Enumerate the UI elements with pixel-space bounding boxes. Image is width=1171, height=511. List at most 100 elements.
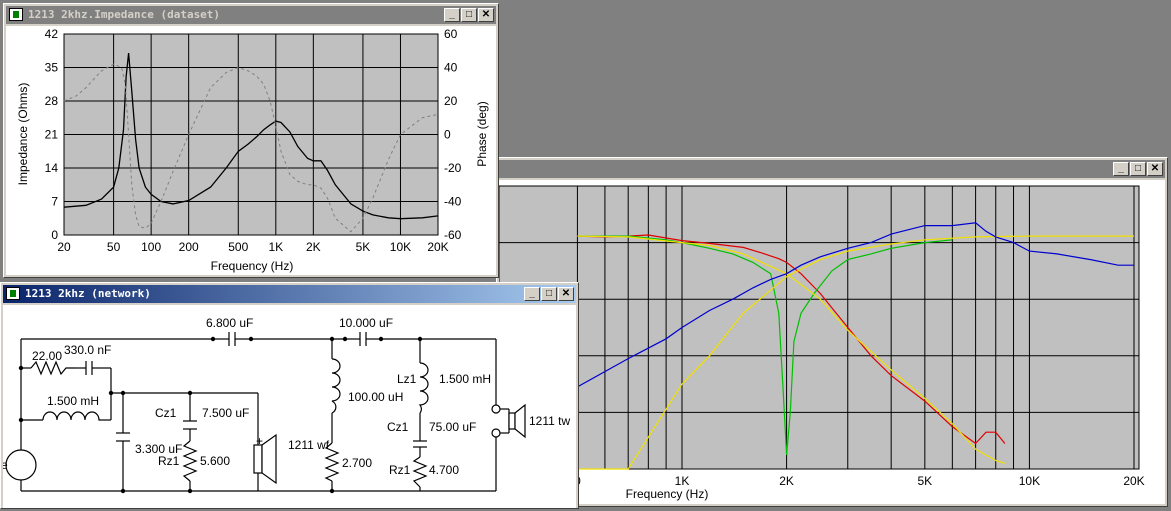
tick-labels: 20 50 100 200 500 1K 2K 5K 10K 20K071421283542-60…	[45, 27, 462, 254]
x-tick-label: 2K	[779, 474, 794, 488]
x-tick-label: 100	[141, 240, 161, 254]
y-tick-label: 0	[51, 228, 58, 242]
x-tick-label: 50	[107, 240, 121, 254]
network-titlebar[interactable]: 1213 2khz (network) _ □ ✕	[3, 285, 576, 303]
c1-value-label: 6.800 uF	[206, 316, 253, 330]
inductor-tweeter-icon[interactable]	[331, 358, 341, 414]
rz1-woofer-value-label: 5.600	[200, 454, 230, 468]
r22-value-label: 22.00	[32, 349, 62, 363]
window-app-icon	[6, 287, 20, 300]
capacitor-shunt-icon[interactable]	[116, 432, 130, 442]
series-group	[63, 53, 439, 233]
y2-tick-label: -20	[444, 161, 462, 175]
r-tweeter-value-label: 2.700	[342, 456, 372, 470]
rz1-tweeter-value-label: 4.700	[429, 463, 459, 477]
y2-tick-label: 60	[444, 27, 458, 41]
resistor-tweeter-icon[interactable]	[324, 442, 340, 482]
target-curve	[577, 235, 1006, 464]
phase-curve	[63, 63, 439, 233]
x-tick-label: 200	[179, 240, 199, 254]
cz1-tweeter-name-label: Cz1	[387, 420, 409, 434]
woofer-name-label: 1211 wf	[288, 438, 330, 452]
close-button[interactable]: ✕	[1147, 162, 1163, 176]
resistor-rz1-woofer-icon[interactable]	[182, 440, 198, 482]
x-axis-label: Frequency (Hz)	[626, 487, 709, 501]
component-labels: 6.800 uF 10.000 uF 22.00 330.0 nF 1.500 …	[1, 316, 570, 477]
y-tick-label: 14	[45, 161, 59, 175]
cz1-woofer-value-label: 7.500 uF	[202, 406, 249, 420]
grid	[499, 186, 1139, 469]
plot-area	[498, 185, 1140, 470]
c-shunt-value-label: 3.300 uF	[135, 442, 182, 456]
x-tick-label: 5K	[917, 474, 932, 488]
inductor-woofer-icon[interactable]	[42, 411, 101, 421]
response-titlebar[interactable]: _ □ ✕	[499, 160, 1165, 178]
c330-value-label: 330.0 nF	[64, 343, 111, 357]
impedance-titlebar[interactable]: 1213 2khz.Impedance (dataset) _ □ ✕	[6, 6, 496, 24]
source-name-label: e	[3, 458, 8, 472]
y2-tick-label: 40	[444, 61, 458, 75]
x-tick-label: 1K	[675, 474, 690, 488]
measured-tweeter-curve	[577, 222, 1134, 388]
l-tweeter-value-label: 100.00 uH	[348, 390, 403, 404]
y2-tick-label: 20	[444, 94, 458, 108]
grid	[63, 33, 439, 236]
resistor-rz1-tweeter-icon[interactable]	[412, 456, 428, 488]
maximize-button[interactable]: □	[541, 287, 557, 301]
minimize-button[interactable]: _	[444, 8, 460, 22]
y2-axis-label: Phase (deg)	[475, 101, 489, 166]
series-group	[577, 222, 1134, 470]
y2-tick-label: -40	[444, 195, 462, 209]
capacitor-cz1-tweeter-icon[interactable]	[413, 440, 427, 448]
x-tick-label: 20K	[427, 240, 448, 254]
measured-woofer-curve	[577, 234, 1006, 445]
y-tick-label: 21	[45, 128, 59, 142]
x-tick-label: 1K	[268, 240, 283, 254]
wires	[20, 338, 497, 492]
capacitor-c2-icon[interactable]	[345, 332, 381, 346]
l-woofer-value-label: 1.500 mH	[47, 394, 99, 408]
x-tick-label: 10K	[390, 240, 411, 254]
impedance-chart: 20 50 100 200 500 1K 2K 5K 10K 20K071421283542-60…	[16, 27, 489, 273]
capacitor-c1-icon[interactable]	[213, 332, 251, 346]
target-tweeter-curve	[577, 235, 1134, 470]
close-button[interactable]: ✕	[558, 287, 574, 301]
lz1-name-label: Lz1	[397, 372, 417, 386]
y2-tick-label: -60	[444, 228, 462, 242]
resistor-22-icon[interactable]	[30, 360, 77, 376]
crossover-schematic: 6.800 uF 10.000 uF 22.00 330.0 nF 1.500 …	[1, 316, 570, 494]
x-axis-label: Frequency (Hz)	[211, 259, 294, 273]
y-tick-label: 42	[45, 27, 59, 41]
y-tick-label: 35	[45, 61, 59, 75]
rz1-tweeter-name-label: Rz1	[389, 463, 411, 477]
rz1-woofer-name-label: Rz1	[158, 454, 180, 468]
x-tick-label: 2K	[306, 240, 321, 254]
network-client: 6.800 uF 10.000 uF 22.00 330.0 nF 1.500 …	[1, 305, 576, 508]
close-button[interactable]: ✕	[478, 8, 494, 22]
network-window: 1213 2khz (network) _ □ ✕	[0, 282, 579, 509]
y-tick-label: 28	[45, 94, 59, 108]
capacitor-cz1-woofer-icon[interactable]	[183, 420, 197, 430]
minimize-button[interactable]: _	[524, 287, 540, 301]
impedance-client: 20 50 100 200 500 1K 2K 5K 10K 20K 0 7 14 21 28 35 42 -60…	[6, 26, 496, 275]
x-tick-label: 10K	[1019, 474, 1040, 488]
c2-value-label: 10.000 uF	[339, 316, 393, 330]
minimize-button[interactable]: _	[1113, 162, 1129, 176]
impedance-window: 1213 2khz.Impedance (dataset) _ □ ✕ 20 50…	[3, 3, 499, 278]
woofer-speaker-icon[interactable]	[253, 433, 277, 485]
maximize-button[interactable]: □	[461, 8, 477, 22]
y-tick-label: 7	[51, 195, 58, 209]
maximize-button[interactable]: □	[1130, 162, 1146, 176]
inductor-lz1-icon[interactable]	[418, 362, 429, 414]
sum-curve	[577, 235, 953, 455]
cz1-tweeter-value-label: 75.00 uF	[429, 420, 476, 434]
capacitor-330n-icon[interactable]	[77, 361, 101, 375]
lz1-value-label: 1.500 mH	[439, 372, 491, 386]
y-axis-label: Impedance (Ohms)	[16, 83, 30, 186]
voltage-source-icon[interactable]	[5, 449, 37, 481]
junction-dots	[18, 336, 423, 494]
tweeter-speaker-icon[interactable]	[491, 403, 526, 439]
